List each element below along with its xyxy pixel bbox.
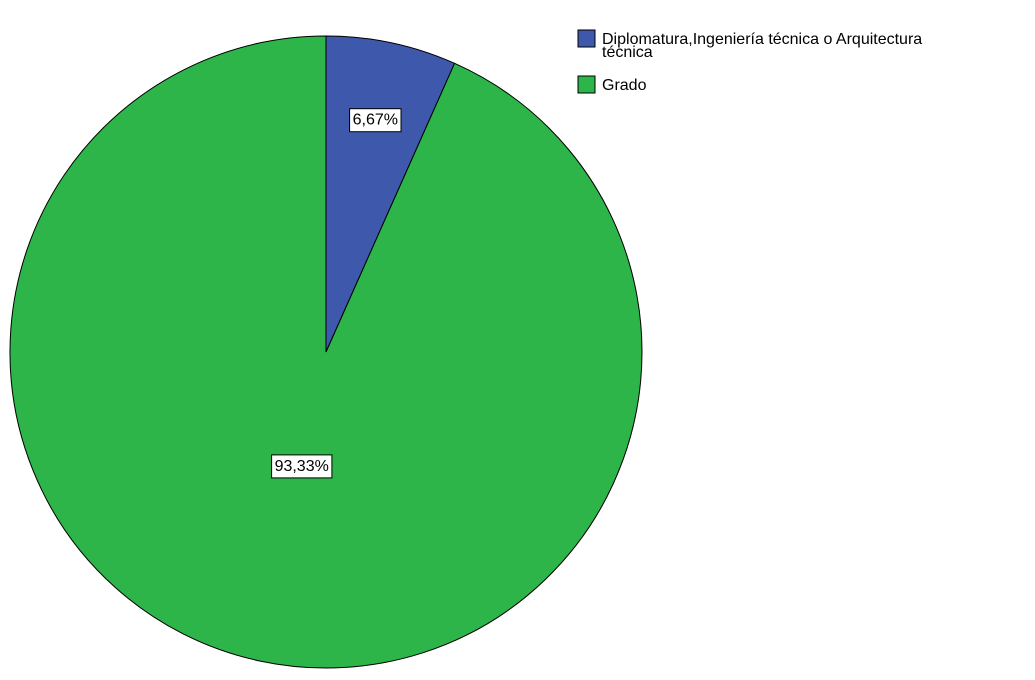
legend-swatch bbox=[577, 75, 596, 94]
legend-label: Grado bbox=[602, 77, 647, 94]
pie-slice-2 bbox=[9, 35, 643, 669]
pie-data-labels: 6,67% 93,33% bbox=[271, 108, 402, 479]
data-label-text: 93,33% bbox=[275, 458, 329, 475]
legend-label: Diplomatura,Ingeniería técnica o Arquite… bbox=[602, 31, 922, 48]
legend-item-2: Grado bbox=[577, 75, 647, 94]
pie-slices bbox=[9, 35, 643, 669]
legend: Diplomatura,Ingeniería técnica o Arquite… bbox=[577, 29, 922, 94]
data-label-text: 6,67% bbox=[353, 112, 398, 129]
data-label-1: 6,67% bbox=[349, 108, 402, 133]
legend-item-1: Diplomatura,Ingeniería técnica o Arquite… bbox=[577, 29, 922, 61]
legend-label: técnica bbox=[602, 44, 653, 61]
legend-swatch bbox=[577, 29, 596, 48]
data-label-box bbox=[349, 108, 402, 133]
data-label-box bbox=[271, 454, 333, 479]
data-label-2: 93,33% bbox=[271, 454, 333, 479]
